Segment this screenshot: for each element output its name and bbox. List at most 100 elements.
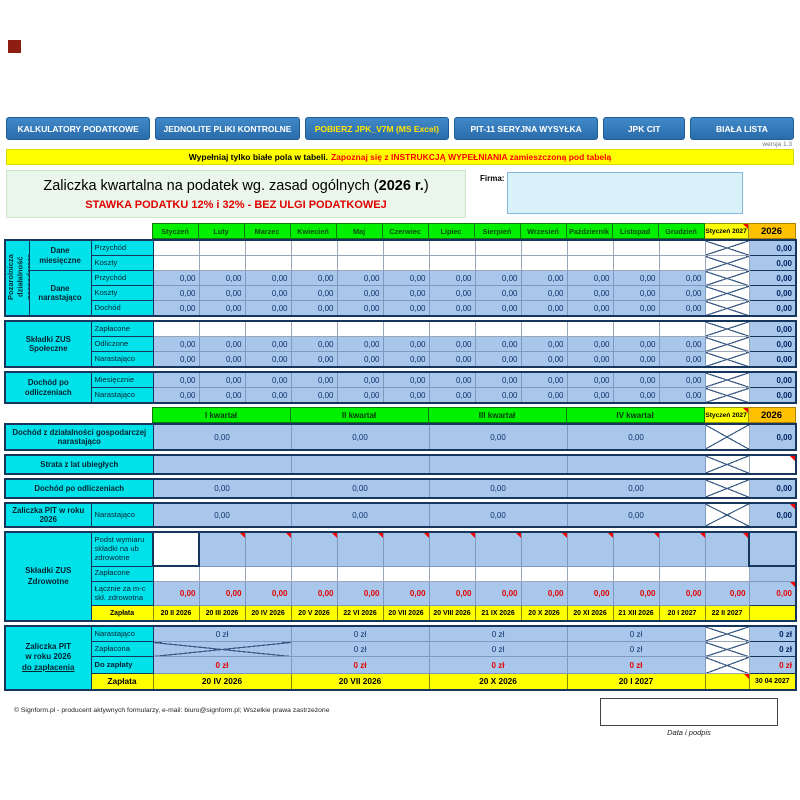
value-cell: 0,00 xyxy=(198,300,246,317)
value-cell xyxy=(520,531,568,567)
input-cell[interactable] xyxy=(382,565,430,582)
crossed-cell xyxy=(704,320,750,337)
value-cell: 0,00 xyxy=(704,581,750,606)
input-cell[interactable] xyxy=(382,320,430,337)
quarter-header: IV kwartał xyxy=(565,407,705,423)
value-cell: 0,00 xyxy=(152,336,200,352)
due-date-cell: 20 X 2026 xyxy=(428,673,568,690)
input-cell[interactable] xyxy=(520,255,568,271)
input-cell[interactable] xyxy=(152,565,200,582)
input-cell[interactable] xyxy=(612,320,660,337)
company-input[interactable] xyxy=(507,172,744,214)
total-cell: 0 zł xyxy=(748,625,797,642)
value-cell: 0,00 xyxy=(382,351,430,368)
input-cell[interactable] xyxy=(520,565,568,582)
input-cell[interactable] xyxy=(612,239,660,256)
nav-button[interactable]: BIAŁA LISTA xyxy=(689,117,794,140)
input-cell[interactable] xyxy=(658,255,706,271)
input-cell[interactable] xyxy=(336,239,384,256)
nav-button[interactable]: KALKULATORY PODATKOWE xyxy=(6,117,151,140)
input-cell[interactable] xyxy=(428,239,476,256)
input-cell[interactable] xyxy=(244,239,292,256)
input-cell[interactable] xyxy=(198,320,246,337)
instruction-text-highlight: Zapoznaj się z INSTRUKCJĄ WYPEŁNIANIA za… xyxy=(330,152,612,162)
row-label: Dochód xyxy=(90,300,154,317)
value-cell: 0,00 xyxy=(566,387,614,404)
row-label: Przychód xyxy=(90,270,154,286)
row-label: Podst wymiaru składki na ub zdrowotne xyxy=(90,531,154,567)
crossed-cell xyxy=(704,625,750,642)
input-cell[interactable] xyxy=(290,320,338,337)
input-cell[interactable] xyxy=(336,255,384,271)
value-cell xyxy=(244,531,292,567)
input-cell[interactable] xyxy=(520,320,568,337)
input-cell[interactable] xyxy=(382,239,430,256)
input-cell[interactable] xyxy=(566,239,614,256)
row-label: Narastająco xyxy=(90,502,154,528)
input-cell[interactable] xyxy=(152,531,200,567)
input-cell[interactable] xyxy=(152,239,200,256)
crossed-cell xyxy=(704,454,750,475)
input-cell[interactable] xyxy=(244,255,292,271)
section-label: Zaliczka PIT w roku 2026 xyxy=(4,502,92,528)
input-cell[interactable] xyxy=(704,565,750,582)
input-cell[interactable] xyxy=(658,565,706,582)
input-cell[interactable] xyxy=(658,320,706,337)
input-cell[interactable] xyxy=(152,320,200,337)
value-cell: 0,00 xyxy=(336,336,384,352)
nav-button[interactable]: POBIERZ JPK_V7M (MS Excel) xyxy=(304,117,449,140)
section-label: Dochód po odliczeniach xyxy=(4,478,154,499)
instruction-banner: Wypełniaj tylko białe pola w tabeli. Zap… xyxy=(6,149,794,165)
input-cell[interactable] xyxy=(748,454,797,475)
input-cell[interactable] xyxy=(336,320,384,337)
copyright-text: © Signform.pl - producent aktywnych form… xyxy=(14,706,330,714)
total-cell xyxy=(748,531,797,567)
quarter-header: I kwartał xyxy=(151,407,291,423)
total-cell: 0,00 xyxy=(748,300,797,317)
month-header: Wrzesień xyxy=(519,223,567,239)
due-date-cell: 20 I 2027 xyxy=(566,673,706,690)
input-cell[interactable] xyxy=(198,565,246,582)
input-cell[interactable] xyxy=(474,320,522,337)
input-cell[interactable] xyxy=(474,565,522,582)
nav-button[interactable]: JPK CIT xyxy=(603,117,685,140)
input-cell[interactable] xyxy=(520,239,568,256)
input-cell[interactable] xyxy=(428,320,476,337)
value-cell xyxy=(428,531,476,567)
input-cell[interactable] xyxy=(290,239,338,256)
value-cell: 0,00 xyxy=(520,270,568,286)
input-cell[interactable] xyxy=(244,320,292,337)
value-cell xyxy=(152,641,292,657)
row-label: Narastająco xyxy=(90,387,154,404)
input-cell[interactable] xyxy=(428,565,476,582)
input-cell[interactable] xyxy=(566,565,614,582)
nav-button[interactable]: PIT-11 SERYJNA WYSYŁKA xyxy=(453,117,599,140)
signature-area: Data i podpis xyxy=(600,697,778,737)
input-cell[interactable] xyxy=(566,255,614,271)
value-cell: 0,00 xyxy=(198,387,246,404)
input-cell[interactable] xyxy=(198,255,246,271)
value-cell: 0,00 xyxy=(428,423,568,451)
input-cell[interactable] xyxy=(658,239,706,256)
input-cell[interactable] xyxy=(612,565,660,582)
input-cell[interactable] xyxy=(428,255,476,271)
input-cell[interactable] xyxy=(290,255,338,271)
row-label: Zapłacona xyxy=(90,641,154,657)
row-label: Zapłata xyxy=(90,673,154,690)
input-cell[interactable] xyxy=(198,239,246,256)
input-cell[interactable] xyxy=(566,320,614,337)
input-cell[interactable] xyxy=(290,565,338,582)
input-cell[interactable] xyxy=(152,255,200,271)
nav-button[interactable]: JEDNOLITE PLIKI KONTROLNE xyxy=(155,117,300,140)
value-cell: 0,00 xyxy=(336,300,384,317)
input-cell[interactable] xyxy=(612,255,660,271)
input-cell[interactable] xyxy=(474,239,522,256)
due-date-cell: 20 I 2027 xyxy=(658,605,706,622)
input-cell[interactable] xyxy=(474,255,522,271)
input-cell[interactable] xyxy=(382,255,430,271)
input-cell[interactable] xyxy=(244,565,292,582)
signature-box[interactable] xyxy=(600,697,778,726)
value-cell: 0,00 xyxy=(152,300,200,317)
value-cell: 0 zł xyxy=(290,641,430,657)
input-cell[interactable] xyxy=(336,565,384,582)
